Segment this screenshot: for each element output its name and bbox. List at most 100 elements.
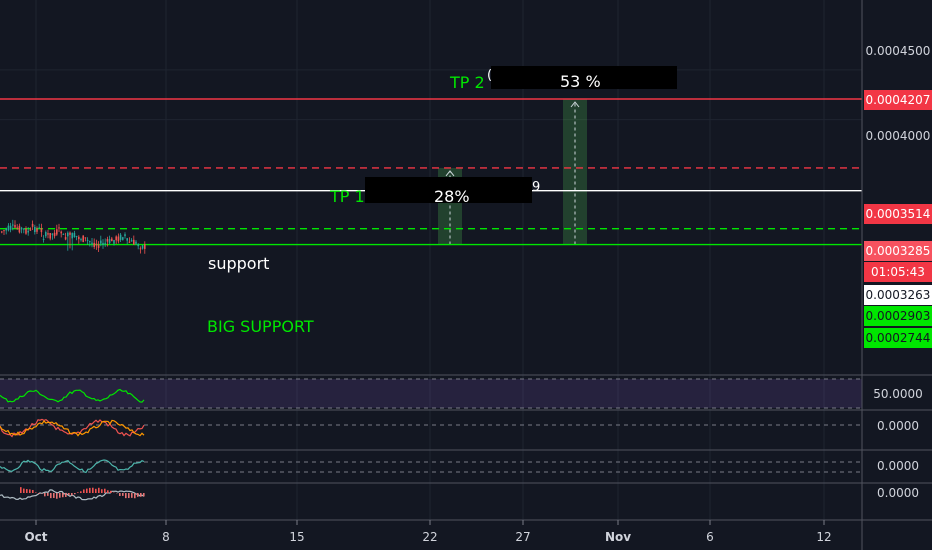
indicator-value-label: 50.0000 — [873, 387, 923, 401]
indicator-value-label: 0.0000 — [877, 486, 919, 500]
candle — [64, 237, 67, 240]
candle — [130, 240, 133, 242]
x-tick-label: 27 — [515, 530, 531, 544]
macd-histogram-bar — [20, 487, 22, 493]
macd-histogram-bar — [107, 490, 109, 493]
candle — [3, 230, 5, 232]
candle — [31, 223, 34, 227]
candle — [25, 228, 27, 234]
candle — [126, 238, 128, 241]
x-tick-label: 15 — [289, 530, 305, 544]
candle — [7, 225, 10, 231]
macd-histogram-bar — [110, 490, 112, 493]
macd-histogram-bar — [53, 493, 55, 498]
candle — [122, 237, 124, 240]
osc-line — [0, 459, 145, 474]
indicator-value-label: 0.0000 — [877, 419, 919, 433]
target-arrow-head — [570, 101, 580, 108]
macd-histogram-bar — [77, 492, 79, 493]
candle — [100, 240, 102, 244]
candle — [18, 225, 21, 233]
macd-histogram-bar — [44, 493, 46, 497]
macd-histogram-bar — [95, 488, 97, 493]
macd-histogram-bar — [62, 493, 64, 498]
candle — [97, 244, 100, 248]
indicator-value-label: 0.0000 — [877, 459, 919, 473]
macd-histogram-bar — [35, 492, 37, 493]
candle — [137, 244, 139, 247]
macd-histogram-bar — [98, 487, 100, 493]
x-tick-label: 22 — [422, 530, 438, 544]
candle — [9, 225, 12, 230]
candle — [95, 243, 98, 246]
redaction-box — [365, 177, 532, 203]
x-tick-label: 6 — [706, 530, 714, 544]
target-arrow-head — [445, 170, 455, 177]
stoch-k-line — [0, 418, 145, 438]
macd-histogram-bar — [59, 493, 61, 498]
big-support-annotation: BIG SUPPORT — [207, 317, 314, 336]
candle — [80, 239, 82, 241]
macd-histogram-bar — [56, 493, 58, 499]
candle — [53, 232, 56, 237]
tp1-percent: 28% — [434, 187, 470, 206]
macd-histogram-bar — [32, 489, 34, 493]
countdown-label: 01:05:43 — [864, 262, 932, 282]
price-levels — [0, 98, 862, 246]
candle — [84, 237, 87, 239]
candle — [115, 236, 117, 241]
macd-histogram-bar — [65, 493, 67, 497]
candle — [144, 244, 146, 249]
y-tick-label: 0.0004500 — [865, 44, 931, 58]
candle — [71, 233, 73, 239]
candle — [51, 233, 54, 235]
candle — [23, 228, 25, 230]
candle — [128, 241, 131, 243]
candle — [40, 228, 43, 233]
candle — [104, 242, 106, 244]
candle — [124, 234, 126, 237]
macd-histogram-bar — [47, 493, 49, 496]
candle — [82, 235, 84, 242]
macd-histogram-bar — [119, 493, 121, 496]
price-candles — [1, 219, 146, 254]
candle — [20, 227, 23, 230]
candle — [36, 228, 38, 232]
candle — [47, 233, 49, 235]
x-tick-label: 12 — [816, 530, 832, 544]
macd-histogram-bar — [122, 493, 124, 496]
target-zones — [438, 99, 587, 245]
candle — [62, 233, 65, 235]
candle — [34, 226, 36, 233]
candle — [111, 238, 113, 242]
tp2-percent: 53 % — [560, 72, 601, 91]
macd-histogram-bar — [50, 493, 52, 499]
candle — [56, 229, 58, 235]
candle — [86, 239, 89, 241]
candle — [135, 241, 137, 244]
candle — [12, 224, 14, 226]
tp2-fragment: ( — [487, 68, 493, 83]
macd-histogram-bar — [137, 493, 139, 497]
indicator-panes — [0, 374, 932, 501]
x-tick-label: Oct — [24, 530, 48, 544]
tp1-annotation: TP 1 — [330, 187, 365, 206]
candle — [139, 248, 142, 250]
macd-histogram-bar — [92, 487, 94, 493]
macd-histogram-bar — [38, 493, 40, 494]
grid — [0, 0, 862, 520]
rsi-line — [0, 388, 145, 403]
macd-histogram-bar — [140, 493, 142, 497]
candle — [1, 231, 3, 233]
macd-histogram-bar — [68, 493, 70, 496]
candle — [67, 232, 69, 237]
x-tick-label: 8 — [162, 530, 170, 544]
candle — [58, 227, 60, 229]
candle — [89, 241, 91, 243]
level-price-label: 0.0004207 — [864, 90, 932, 110]
last-price-label: 0.0003263 — [864, 285, 932, 305]
candle — [60, 231, 62, 234]
candle — [45, 232, 47, 237]
candle — [108, 239, 111, 244]
